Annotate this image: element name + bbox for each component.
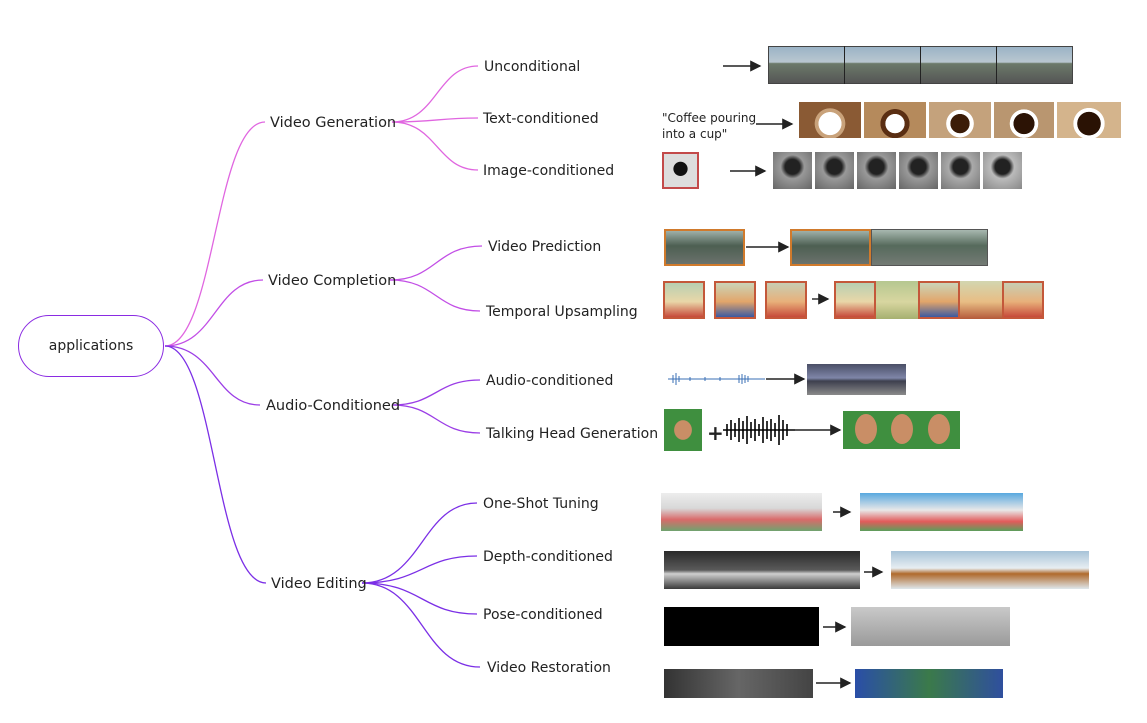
leaf-temporal-upsampling: Temporal Upsampling (486, 304, 638, 320)
surfer-frame (857, 152, 896, 189)
cartoon-frame (960, 281, 1002, 319)
face (891, 414, 913, 444)
connector-audio-talking (391, 404, 481, 434)
restored-frames (855, 669, 1003, 698)
cartoon-keyframe (663, 281, 705, 319)
leaf-unconditional: Unconditional (484, 59, 581, 75)
face (928, 414, 950, 444)
degraded-frames (664, 669, 813, 698)
leaf-video-restoration: Video Restoration (487, 660, 611, 676)
leaf-audio-conditioned: Audio-conditioned (486, 373, 614, 389)
connector-gen-image (391, 121, 479, 171)
connector-root-editing (164, 345, 267, 584)
pose-skeleton-frames (664, 607, 819, 646)
astronaut-frames (851, 607, 1010, 646)
prediction-output-frames (871, 229, 988, 266)
leaf-pose-conditioned: Pose-conditioned (483, 607, 603, 623)
coffee-frame (929, 102, 991, 138)
cartoon-frame (918, 281, 960, 319)
camel-snow-frames (891, 551, 1089, 589)
leaf-video-prediction: Video Prediction (488, 239, 602, 255)
coffee-frame (994, 102, 1054, 138)
connector-comp-upsampling (389, 279, 481, 312)
audio-waveform-icon (668, 373, 765, 385)
prediction-context-frames (790, 229, 871, 266)
frame-divider (996, 46, 997, 84)
prediction-context-frames (664, 229, 745, 266)
surfer-frame (815, 152, 854, 189)
category-video-editing: Video Editing (271, 576, 367, 592)
connector-gen-unconditional (391, 65, 479, 123)
leaf-depth-conditioned: Depth-conditioned (483, 549, 613, 565)
connector-gen-text (391, 117, 479, 123)
frame-divider (920, 46, 921, 84)
coffee-frame (864, 102, 926, 138)
rabbit-watermelon-frames (661, 493, 822, 531)
condition-image-surfer (662, 152, 699, 189)
cartoon-frame (834, 281, 876, 319)
surfer-frame (773, 152, 812, 189)
surfer-frame (983, 152, 1022, 189)
cat-watermelon-frames (860, 493, 1023, 531)
connector-edit-oneshot (361, 502, 478, 584)
connector-comp-prediction (389, 245, 483, 281)
speech-waveform-icon (723, 415, 795, 445)
connector-audio-cond (391, 379, 481, 406)
surfer-frame (899, 152, 938, 189)
face (855, 414, 877, 444)
cartoon-frame (876, 281, 918, 319)
category-video-generation: Video Generation (270, 115, 397, 131)
coffee-frame (1057, 102, 1121, 138)
leaf-text-conditioned: Text-conditioned (483, 111, 599, 127)
leaf-one-shot-tuning: One-Shot Tuning (483, 496, 599, 512)
surfer-frame (941, 152, 980, 189)
leaf-talking-head-generation: Talking Head Generation (486, 426, 659, 442)
root-node-applications: applications (18, 315, 164, 377)
category-video-completion: Video Completion (268, 273, 397, 289)
face-reference (664, 409, 702, 451)
lightning-frames (807, 364, 906, 395)
cartoon-frame (1002, 281, 1044, 319)
text-prompt: "Coffee pouring into a cup" (662, 111, 757, 141)
root-label: applications (48, 338, 134, 354)
category-audio-conditioned: Audio-Conditioned (266, 398, 401, 414)
leaf-image-conditioned: Image-conditioned (483, 163, 615, 179)
connector-edit-depth (361, 555, 478, 584)
connector-edit-restoration (361, 582, 481, 668)
plus-sign: + (707, 421, 724, 445)
connector-root-audio (164, 345, 261, 406)
cartoon-keyframe (714, 281, 756, 319)
connector-root-completion (164, 279, 264, 347)
cartoon-keyframe (765, 281, 807, 319)
connector-root-generation (164, 121, 266, 347)
depth-map-frames (664, 551, 860, 589)
frame-divider (844, 46, 845, 84)
connector-edit-pose (361, 582, 478, 615)
coffee-frame (799, 102, 861, 138)
